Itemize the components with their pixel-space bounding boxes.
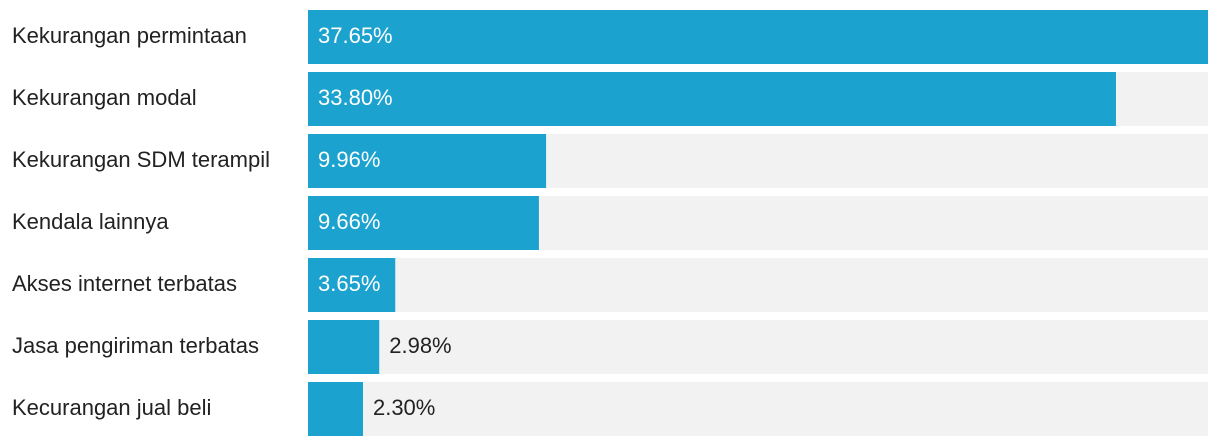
bar: [308, 258, 396, 312]
value-label: 2.30%: [373, 395, 435, 420]
value-label: 37.65%: [318, 23, 393, 48]
bar: [308, 134, 547, 188]
value-label: 9.96%: [318, 147, 380, 172]
value-label: 2.98%: [389, 333, 451, 358]
value-label: 9.66%: [318, 209, 380, 234]
bar: [308, 196, 539, 250]
value-label: 33.80%: [318, 85, 393, 110]
category-label: Jasa pengiriman terbatas: [12, 333, 259, 358]
track: [308, 258, 1208, 312]
value-label: 3.65%: [318, 271, 380, 296]
category-label: Kekurangan SDM terampil: [12, 147, 270, 172]
bar: [308, 10, 1208, 64]
bar: [308, 320, 380, 374]
category-label: Kendala lainnya: [12, 209, 169, 234]
category-label: Kekurangan permintaan: [12, 23, 247, 48]
bar: [308, 72, 1116, 126]
track: [308, 382, 1208, 436]
category-label: Kecurangan jual beli: [12, 395, 211, 420]
bar: [308, 382, 363, 436]
track: [308, 320, 1208, 374]
category-label: Kekurangan modal: [12, 85, 197, 110]
category-label: Akses internet terbatas: [12, 271, 237, 296]
